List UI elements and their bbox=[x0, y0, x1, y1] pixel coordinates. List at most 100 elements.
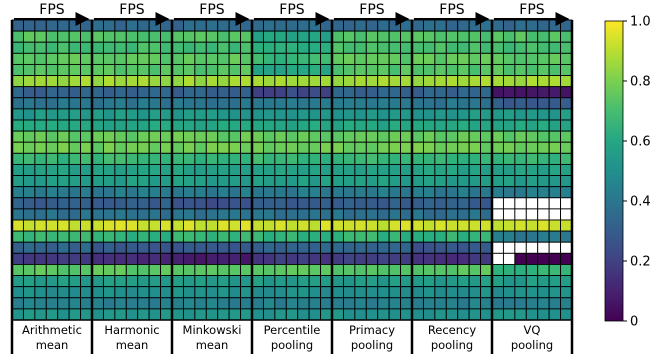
heatmap-cell bbox=[183, 287, 194, 298]
heatmap-cell bbox=[412, 298, 423, 309]
heatmap-cell bbox=[469, 87, 480, 98]
heatmap-cell bbox=[355, 276, 366, 287]
heatmap-cell bbox=[206, 264, 217, 275]
heatmap-cell bbox=[252, 76, 263, 87]
heatmap-cell bbox=[538, 287, 549, 298]
heatmap-cell bbox=[149, 264, 160, 275]
heatmap-cell bbox=[401, 242, 412, 253]
heatmap-cell bbox=[321, 276, 332, 287]
heatmap-cell bbox=[149, 120, 160, 131]
heatmap-cell bbox=[343, 187, 354, 198]
heatmap-cell bbox=[321, 231, 332, 242]
heatmap-cell bbox=[286, 153, 297, 164]
heatmap-cell bbox=[503, 142, 514, 153]
heatmap-cell bbox=[172, 120, 183, 131]
heatmap-cell bbox=[332, 64, 343, 75]
heatmap-cell bbox=[183, 142, 194, 153]
heatmap-cell bbox=[195, 109, 206, 120]
heatmap-cell bbox=[378, 276, 389, 287]
heatmap-cell bbox=[481, 31, 492, 42]
heatmap-cell bbox=[549, 76, 560, 87]
heatmap-cell bbox=[321, 98, 332, 109]
heatmap-cell bbox=[355, 153, 366, 164]
heatmap-cell bbox=[172, 276, 183, 287]
heatmap-cell bbox=[435, 253, 446, 264]
heatmap-cell bbox=[503, 53, 514, 64]
heatmap-cell bbox=[149, 298, 160, 309]
heatmap-cell bbox=[343, 42, 354, 53]
heatmap-cell bbox=[458, 264, 469, 275]
heatmap-cell bbox=[423, 87, 434, 98]
heatmap-cell bbox=[103, 264, 114, 275]
heatmap-cell bbox=[12, 209, 23, 220]
heatmap-cell bbox=[46, 287, 57, 298]
heatmap-cell bbox=[503, 20, 514, 31]
heatmap-cell bbox=[103, 20, 114, 31]
heatmap-cell bbox=[218, 309, 229, 320]
heatmap-cell bbox=[263, 76, 274, 87]
heatmap-cell bbox=[92, 198, 103, 209]
heatmap-cell bbox=[286, 131, 297, 142]
heatmap-cell bbox=[401, 309, 412, 320]
heatmap-cell bbox=[275, 276, 286, 287]
heatmap-cell bbox=[332, 176, 343, 187]
heatmap-cell bbox=[218, 220, 229, 231]
heatmap-cell bbox=[309, 231, 320, 242]
heatmap-cell bbox=[561, 309, 572, 320]
heatmap-cell bbox=[126, 309, 137, 320]
heatmap-cell bbox=[275, 264, 286, 275]
heatmap-cell bbox=[515, 153, 526, 164]
heatmap-cell bbox=[481, 253, 492, 264]
heatmap-cell bbox=[538, 131, 549, 142]
heatmap-cell bbox=[195, 198, 206, 209]
heatmap-cell bbox=[229, 120, 240, 131]
heatmap-cell bbox=[515, 276, 526, 287]
heatmap-cell bbox=[561, 253, 572, 264]
heatmap-cell bbox=[389, 231, 400, 242]
heatmap-cell bbox=[58, 53, 69, 64]
heatmap-cell bbox=[172, 142, 183, 153]
heatmap-cell bbox=[263, 176, 274, 187]
heatmap-cell bbox=[355, 264, 366, 275]
heatmap-cell bbox=[366, 76, 377, 87]
heatmap-cell bbox=[81, 231, 92, 242]
heatmap-cell bbox=[355, 309, 366, 320]
heatmap-cell bbox=[378, 253, 389, 264]
heatmap-cell bbox=[183, 76, 194, 87]
heatmap-cell bbox=[172, 76, 183, 87]
heatmap-cell bbox=[355, 64, 366, 75]
heatmap-cell bbox=[241, 298, 252, 309]
heatmap-cell bbox=[81, 298, 92, 309]
heatmap-cell bbox=[12, 264, 23, 275]
heatmap-cell bbox=[149, 53, 160, 64]
heatmap-cell bbox=[138, 76, 149, 87]
heatmap-cell bbox=[12, 76, 23, 87]
heatmap-cell bbox=[229, 164, 240, 175]
heatmap-cell bbox=[161, 298, 172, 309]
heatmap-cell bbox=[263, 253, 274, 264]
heatmap-cell bbox=[526, 120, 537, 131]
heatmap-cell bbox=[561, 76, 572, 87]
heatmap-cell bbox=[378, 298, 389, 309]
heatmap-cell bbox=[446, 164, 457, 175]
heatmap-cell bbox=[515, 242, 526, 253]
heatmap-cell bbox=[241, 253, 252, 264]
heatmap-cell bbox=[526, 287, 537, 298]
heatmap-cell bbox=[366, 276, 377, 287]
heatmap-cell bbox=[389, 64, 400, 75]
heatmap-cell bbox=[332, 153, 343, 164]
heatmap-cell bbox=[435, 76, 446, 87]
heatmap-cell bbox=[46, 120, 57, 131]
heatmap-cell bbox=[446, 98, 457, 109]
heatmap-cell bbox=[46, 109, 57, 120]
heatmap-cell bbox=[195, 176, 206, 187]
heatmap-cell bbox=[549, 187, 560, 198]
heatmap-cell bbox=[58, 176, 69, 187]
heatmap-cell bbox=[263, 198, 274, 209]
heatmap-cell bbox=[138, 264, 149, 275]
heatmap-cell bbox=[401, 120, 412, 131]
heatmap-cell bbox=[115, 53, 126, 64]
heatmap-cell bbox=[126, 176, 137, 187]
heatmap-cell bbox=[481, 176, 492, 187]
